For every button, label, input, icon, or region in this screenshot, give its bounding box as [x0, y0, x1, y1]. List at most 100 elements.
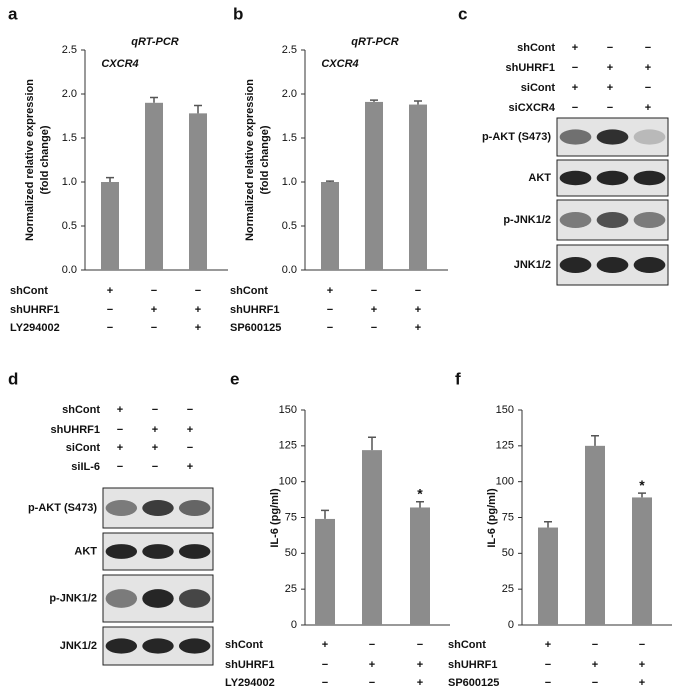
blot-band — [559, 129, 592, 145]
y-tick-label: 0.0 — [62, 264, 77, 276]
condition-mark: − — [417, 639, 423, 651]
condition-mark: + — [572, 42, 578, 54]
bar — [365, 101, 383, 270]
bar — [632, 497, 652, 625]
y-tick-label: 75 — [285, 511, 297, 523]
condition-label: shUHRF1 — [505, 62, 555, 74]
condition-mark: + — [607, 62, 613, 74]
condition-label: shCont — [225, 639, 263, 651]
condition-mark: + — [187, 461, 193, 473]
condition-label: siIL-6 — [71, 461, 100, 473]
condition-label: shUHRF1 — [448, 659, 498, 671]
blot-band — [596, 170, 629, 186]
chart-subtitle: CXCR4 — [321, 58, 358, 70]
y-tick-label: 150 — [279, 404, 297, 416]
condition-label: shCont — [10, 285, 48, 297]
error-bar — [416, 500, 424, 508]
condition-label: siCont — [521, 82, 556, 94]
condition-mark: − — [592, 639, 598, 651]
y-tick-label: 0.5 — [62, 220, 77, 232]
blot-band — [633, 257, 666, 273]
condition-mark: − — [117, 461, 123, 473]
panel-letter: a — [8, 4, 18, 23]
condition-mark: − — [369, 677, 375, 689]
blot-band — [633, 170, 666, 186]
condition-mark: + — [592, 659, 598, 671]
condition-mark: + — [327, 285, 333, 297]
error-bar — [106, 176, 114, 182]
y-tick-label: 100 — [496, 476, 514, 488]
y-tick-label: 2.5 — [62, 44, 77, 56]
condition-mark: − — [107, 322, 113, 334]
blot-band — [105, 500, 138, 516]
condition-mark: + — [187, 424, 193, 436]
condition-mark: − — [187, 404, 193, 416]
condition-mark: + — [639, 677, 645, 689]
error-bar — [414, 100, 422, 105]
bar — [409, 104, 427, 270]
y-tick-label: 0 — [291, 619, 297, 631]
condition-mark: + — [151, 304, 157, 316]
blot-band — [559, 170, 592, 186]
panel-letter: c — [458, 4, 467, 23]
condition-mark: + — [371, 304, 377, 316]
bar — [145, 102, 163, 270]
condition-mark: + — [639, 659, 645, 671]
condition-mark: − — [195, 285, 201, 297]
blot-band — [178, 589, 211, 608]
y-tick-label: 0.5 — [282, 220, 297, 232]
error-bar — [638, 492, 646, 498]
condition-label: shCont — [230, 285, 268, 297]
panel-letter: f — [455, 369, 461, 388]
condition-label: shUHRF1 — [230, 304, 280, 316]
condition-label: siCXCR4 — [509, 102, 556, 114]
error-bar — [544, 521, 552, 528]
condition-label: LY294002 — [225, 677, 275, 689]
blot-band — [559, 212, 592, 228]
bar — [585, 445, 605, 625]
bar — [362, 450, 382, 625]
blot-band — [596, 129, 629, 145]
condition-label: siCont — [66, 442, 101, 454]
y-axis-label: IL-6 (pg/ml) — [269, 488, 281, 548]
condition-label: shCont — [517, 42, 555, 54]
blot-band — [633, 129, 666, 145]
bar — [321, 182, 339, 270]
condition-label: shUHRF1 — [50, 424, 100, 436]
bar — [101, 182, 119, 270]
condition-mark: − — [117, 424, 123, 436]
condition-mark: − — [545, 659, 551, 671]
condition-mark: − — [152, 404, 158, 416]
condition-mark: + — [152, 424, 158, 436]
error-bar — [370, 99, 378, 102]
condition-mark: + — [607, 82, 613, 94]
blot-band — [105, 638, 138, 654]
condition-label: SP600125 — [448, 677, 499, 689]
blot-band — [178, 500, 211, 516]
condition-label: SP600125 — [230, 322, 281, 334]
condition-mark: − — [607, 42, 613, 54]
condition-mark: − — [327, 322, 333, 334]
blot-band — [142, 500, 174, 516]
blot-label: JNK1/2 — [514, 259, 551, 271]
blot-band — [142, 638, 174, 654]
condition-mark: − — [415, 285, 421, 297]
bar — [410, 507, 430, 625]
condition-mark: + — [152, 442, 158, 454]
bar — [189, 113, 207, 270]
y-tick-label: 150 — [496, 404, 514, 416]
blot-band — [596, 257, 629, 273]
condition-mark: + — [572, 82, 578, 94]
condition-mark: − — [151, 322, 157, 334]
condition-mark: + — [369, 659, 375, 671]
condition-mark: − — [327, 304, 333, 316]
condition-mark: + — [415, 322, 421, 334]
condition-mark: − — [572, 102, 578, 114]
y-tick-label: 25 — [285, 583, 297, 595]
condition-mark: − — [322, 659, 328, 671]
condition-label: shCont — [448, 639, 486, 651]
condition-mark: + — [417, 677, 423, 689]
condition-mark: − — [369, 639, 375, 651]
blot-band — [633, 212, 666, 228]
condition-mark: − — [107, 304, 113, 316]
